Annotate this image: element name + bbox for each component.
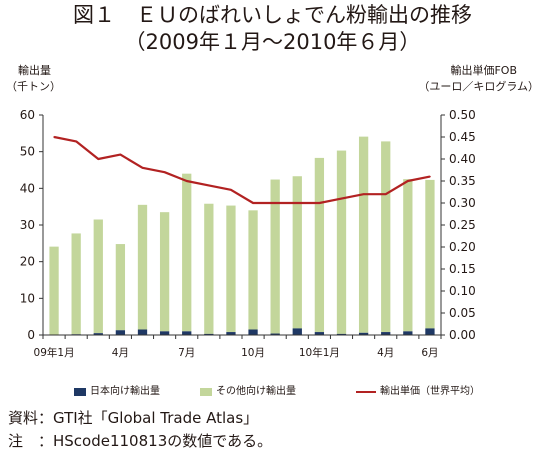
right-tick-label: 0.50 [449,108,476,122]
price-point [407,180,409,182]
chart-subtitle: （2009年１月～2010年６月） [124,30,421,54]
legend-swatch-other [200,388,212,396]
left-axis-unit: （千トン） [6,80,61,93]
legend-item-price: 輸出単価（世界平均） [356,385,480,399]
price-point [429,175,431,178]
right-axis-unit: （ユーロ／キログラム） [418,80,539,93]
price-line [53,135,431,205]
legend-label-price: 輸出単価（世界平均） [380,386,480,397]
bar-japan [381,332,391,335]
price-point [75,140,77,143]
bar-other [49,246,59,335]
right-tick-label: 0.35 [449,174,476,188]
bar-japan [115,330,126,335]
left-tick-label: 20 [20,255,35,269]
bar-other [270,179,280,334]
price-point [163,171,166,173]
x-tick-label: 09年1月 [34,346,75,359]
bar-other [314,157,325,333]
bar-japan [270,333,280,335]
bar-other [182,173,192,332]
chart-title: 図１ ＥＵのばれいしょでん粉輸出の推移 [73,3,472,27]
right-tick-label: 0.45 [449,130,476,144]
price-point [340,197,343,200]
left-axis-label: 輸出量 [18,64,51,77]
bar-other [381,141,391,333]
bar-japan [425,328,435,335]
price-point [274,202,276,204]
bar-other [93,219,103,334]
bar-other [292,176,302,329]
bar-other [358,136,369,333]
left-tick-label: 50 [20,145,35,159]
bar-other [137,204,148,330]
bar-other [403,179,413,332]
right-tick-label: 0.00 [449,328,476,342]
x-tick-label: 10年1月 [299,346,340,359]
price-point [296,202,299,204]
left-tick-label: 0 [27,328,35,342]
legend-swatch-price [356,391,376,393]
price-point [141,167,144,169]
source-note: 資料：GTI社「Global Trade Atlas」 [8,409,259,427]
legend-item-japan: 日本向け輸出量 [74,385,160,399]
left-tick-label: 10 [20,291,35,305]
bar-japan [292,328,302,335]
left-tick-label: 30 [20,218,35,232]
x-tick-label: 10月 [241,347,265,359]
bar-other [71,233,81,335]
price-point [230,189,232,191]
price-point [208,184,210,187]
right-tick-label: 0.10 [449,284,476,298]
legend-swatch-japan [74,388,86,396]
bar-other [425,179,435,329]
x-tick-label: 4月 [112,347,129,359]
right-tick-label: 0.05 [449,306,476,320]
right-tick-label: 0.30 [449,196,476,210]
bar-japan [226,332,236,335]
price-point [119,153,122,156]
bar-japan [137,329,148,335]
footnote: 注 ：HScode110813の数値である。 [8,432,273,450]
bar-other [248,210,258,330]
bar-japan [159,331,170,335]
bar-japan [358,332,369,335]
legend-label-japan: 日本向け輸出量 [90,386,160,397]
bar-other [226,205,236,333]
left-tick-label: 40 [20,181,35,195]
x-tick-label: 6月 [421,347,438,359]
price-point [384,193,387,195]
bar-japan [403,331,413,335]
left-tick-label: 60 [20,108,35,122]
price-point [362,193,365,195]
price-point [53,136,55,138]
legend-item-other: その他向け輸出量 [200,385,296,399]
bar-other [336,150,347,334]
price-point [185,180,188,182]
bar-other [115,244,126,331]
right-tick-label: 0.20 [449,240,476,254]
x-tick-label: 7月 [178,347,195,359]
bar-japan [336,333,347,335]
price-point [318,202,321,204]
right-tick-label: 0.40 [449,152,476,166]
bar-japan [248,329,258,335]
right-tick-label: 0.25 [449,218,476,232]
bar-japan [204,333,214,335]
price-point [252,202,254,204]
x-tick-label: 4月 [377,347,394,359]
bar-japan [182,331,192,335]
price-point [97,158,100,160]
right-tick-label: 0.15 [449,262,476,276]
bar-japan [314,332,325,335]
right-axis-label: 輸出単価FOB [450,64,517,77]
bar-other [159,212,170,332]
bar-other [204,203,214,334]
bar-japan [93,333,103,335]
legend-label-other: その他向け輸出量 [216,386,296,397]
